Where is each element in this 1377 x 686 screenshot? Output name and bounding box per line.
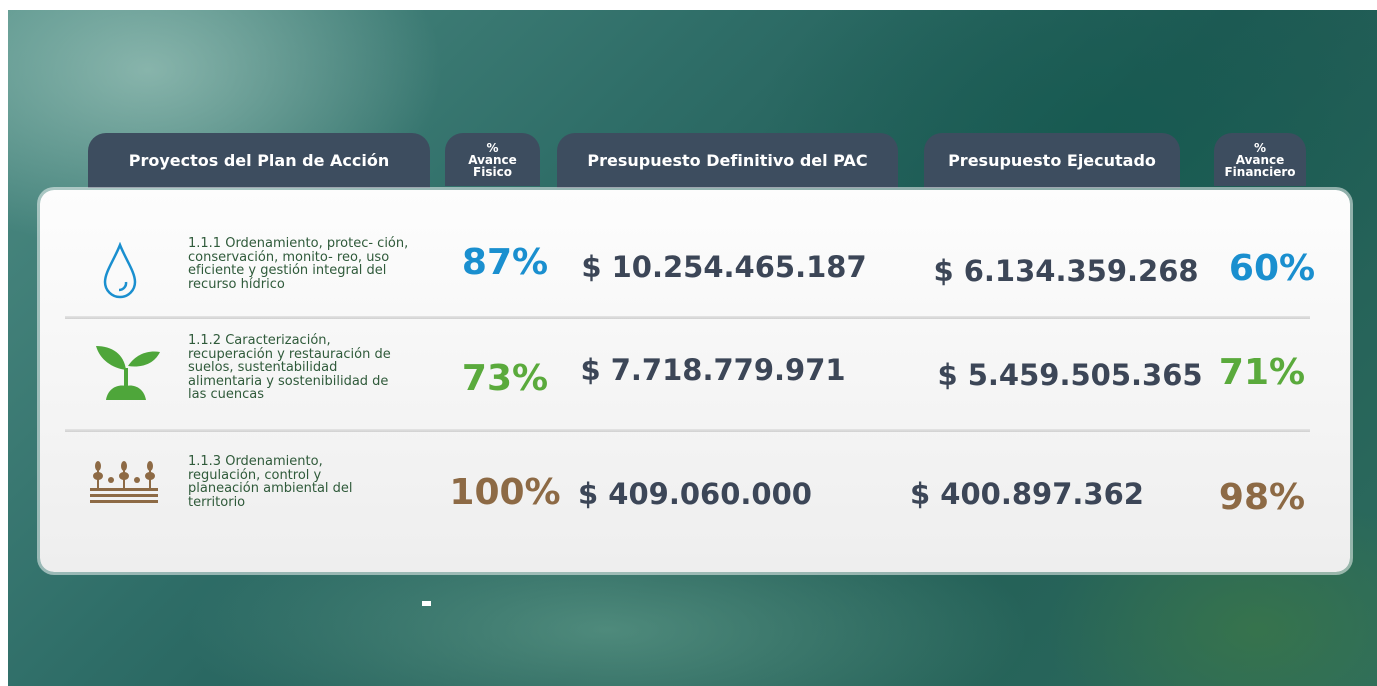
- avance-fisico: 73%: [461, 358, 549, 399]
- project-description: 1.1.1 Ordenamiento, protec- ción, conser…: [188, 236, 409, 292]
- avance-financiero: 71%: [1218, 352, 1306, 393]
- header-line: %: [486, 140, 499, 155]
- avance-fisico: 100%: [449, 472, 561, 513]
- project-description: 1.1.2 Caracterización, recuperación y re…: [188, 333, 391, 402]
- header-presupuesto-ejecutado: Presupuesto Ejecutado: [924, 133, 1180, 188]
- table-card: 1.1.1 Ordenamiento, protec- ción, conser…: [40, 190, 1350, 572]
- avance-financiero: 60%: [1228, 248, 1316, 289]
- water-drop-icon: [103, 242, 137, 299]
- row-separator: [65, 316, 1310, 319]
- presupuesto-definitivo: $ 10.254.465.187: [581, 250, 867, 284]
- avance-financiero: 98%: [1218, 477, 1306, 518]
- presupuesto-ejecutado: $ 400.897.362: [910, 477, 1144, 511]
- header-line: Avance: [468, 152, 517, 167]
- plant-icon: [96, 346, 160, 400]
- avance-fisico: 87%: [461, 242, 549, 283]
- header-avance-financiero: % Avance Financiero: [1214, 133, 1306, 186]
- crops-icon: [90, 461, 158, 503]
- row-separator: [65, 429, 1310, 432]
- project-description: 1.1.3 Ordenamiento, regulación, control …: [188, 454, 353, 510]
- header-avance-fisico: % Avance Fisico: [445, 133, 540, 186]
- slide: Proyectos del Plan de Acción % Avance Fi…: [8, 10, 1377, 686]
- presupuesto-ejecutado: $ 5.459.505.365: [937, 358, 1203, 392]
- header-line: Fisico: [473, 164, 512, 179]
- header-line: %: [1253, 140, 1267, 155]
- presupuesto-definitivo: $ 409.060.000: [578, 477, 812, 511]
- header-line: Financiero: [1224, 164, 1296, 179]
- header-proyectos: Proyectos del Plan de Acción: [88, 133, 430, 188]
- header-presupuesto-definitivo: Presupuesto Definitivo del PAC: [557, 133, 898, 188]
- presupuesto-ejecutado: $ 6.134.359.268: [933, 254, 1199, 288]
- header-line: Avance: [1235, 152, 1285, 167]
- presupuesto-definitivo: $ 7.718.779.971: [580, 353, 846, 387]
- dash-mark: [422, 601, 431, 606]
